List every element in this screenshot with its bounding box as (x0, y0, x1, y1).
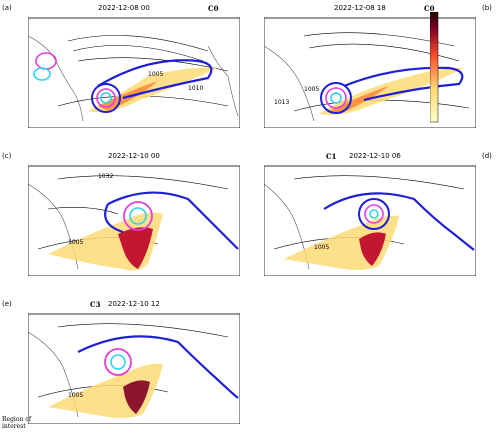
contour-label: 1005 (68, 239, 83, 246)
panel-a: 1005 1010 (a) 2022-12-08 00 C0 (2, 4, 240, 128)
map-panel-d: 1005 (264, 165, 476, 276)
contour-label: 1013 (274, 99, 289, 106)
map-panel-c: 1032 1005 (28, 165, 240, 276)
map-panel-a: 1005 1010 (28, 17, 240, 128)
contour-label: 1032 (98, 173, 113, 180)
panel-letter: (e) (2, 300, 12, 308)
cyclone-label: C0 (208, 4, 219, 13)
panel-date: 2022-12-10 12 (108, 300, 160, 308)
panel-date: 2022-12-08 00 (98, 4, 150, 12)
panel-letter: (d) (482, 152, 492, 160)
panel-letter: (a) (2, 4, 12, 12)
cyclone-label: C3 (90, 300, 101, 309)
contour-label: 1010 (188, 85, 203, 92)
panel-letter: (b) (482, 4, 492, 12)
panel-date: 2022-12-10 06 (349, 152, 401, 160)
region-label: Region of interest (2, 416, 32, 430)
cyclone-label: C1 (326, 152, 337, 161)
contour-label: 1005 (148, 71, 163, 78)
map-frame (28, 17, 240, 128)
cyclone-label: C0 (424, 4, 435, 13)
panel-date: 2022-12-08 18 (334, 4, 386, 12)
map-panel-e: 1005 (28, 313, 240, 424)
contour-label: 1005 (68, 392, 83, 399)
panel-b: 1005 1013 2022-12-08 18 C0 (b) (264, 4, 492, 128)
panel-c: 1032 1005 (c) 2022-12-10 00 (2, 152, 240, 276)
panel-e: 1005 (e) C3 2022-12-10 12 (2, 300, 240, 424)
panel-d: 1005 C1 2022-12-10 06 (d) (264, 152, 492, 276)
panel-date: 2022-12-10 00 (108, 152, 160, 160)
colorbar-b (429, 11, 470, 136)
map-panel-b: 1005 1013 (264, 17, 476, 128)
colorbar-svg (429, 11, 439, 123)
contour-label: 1005 (314, 244, 329, 251)
contour-label: 1005 (304, 86, 319, 93)
panel-letter: (c) (2, 152, 12, 160)
